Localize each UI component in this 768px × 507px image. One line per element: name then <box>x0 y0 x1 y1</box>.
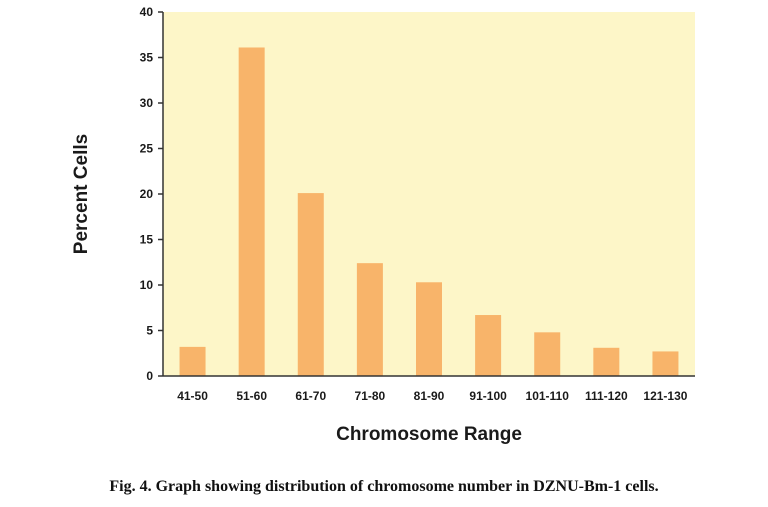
x-tick-label: 81-90 <box>414 389 445 403</box>
bar-101-110 <box>534 332 561 376</box>
y-tick-label: 35 <box>140 51 154 65</box>
y-tick-label: 25 <box>140 142 154 156</box>
y-tick-label: 15 <box>140 233 154 247</box>
bar-51-60 <box>238 47 265 377</box>
bar-41-50 <box>179 346 206 376</box>
bar-61-70 <box>297 193 324 376</box>
x-tick-label: 61-70 <box>295 389 326 403</box>
bar-111-120 <box>593 347 620 376</box>
y-tick-label: 5 <box>146 324 153 338</box>
bar-121-130 <box>652 351 679 376</box>
bar-71-80 <box>356 263 383 376</box>
bar-81-90 <box>416 282 442 376</box>
x-tick-label: 51-60 <box>236 389 267 403</box>
y-tick-label: 30 <box>140 96 154 110</box>
x-tick-label: 111-120 <box>585 389 628 403</box>
figure-caption: Fig. 4. Graph showing distribution of ch… <box>109 478 659 495</box>
y-tick-label: 0 <box>146 369 153 383</box>
bar-chart: 0 5 10 15 20 25 30 35 40 41-50 51-60 61-70 71-80 81-… <box>71 5 695 445</box>
x-tick-label: 91-100 <box>469 389 507 403</box>
x-tick-label: 41-50 <box>177 389 208 403</box>
y-tick-label: 10 <box>140 278 154 292</box>
y-tick-label: 20 <box>140 187 154 201</box>
y-tick-label: 40 <box>140 5 154 19</box>
bar-91-100 <box>475 315 502 376</box>
y-axis-title: Percent Cells <box>71 134 92 254</box>
x-tick-label: 71-80 <box>355 389 386 403</box>
x-tick-label: 101-110 <box>526 389 570 403</box>
x-tick-label: 121-130 <box>643 389 687 403</box>
x-axis-title: Chromosome Range <box>336 424 522 445</box>
